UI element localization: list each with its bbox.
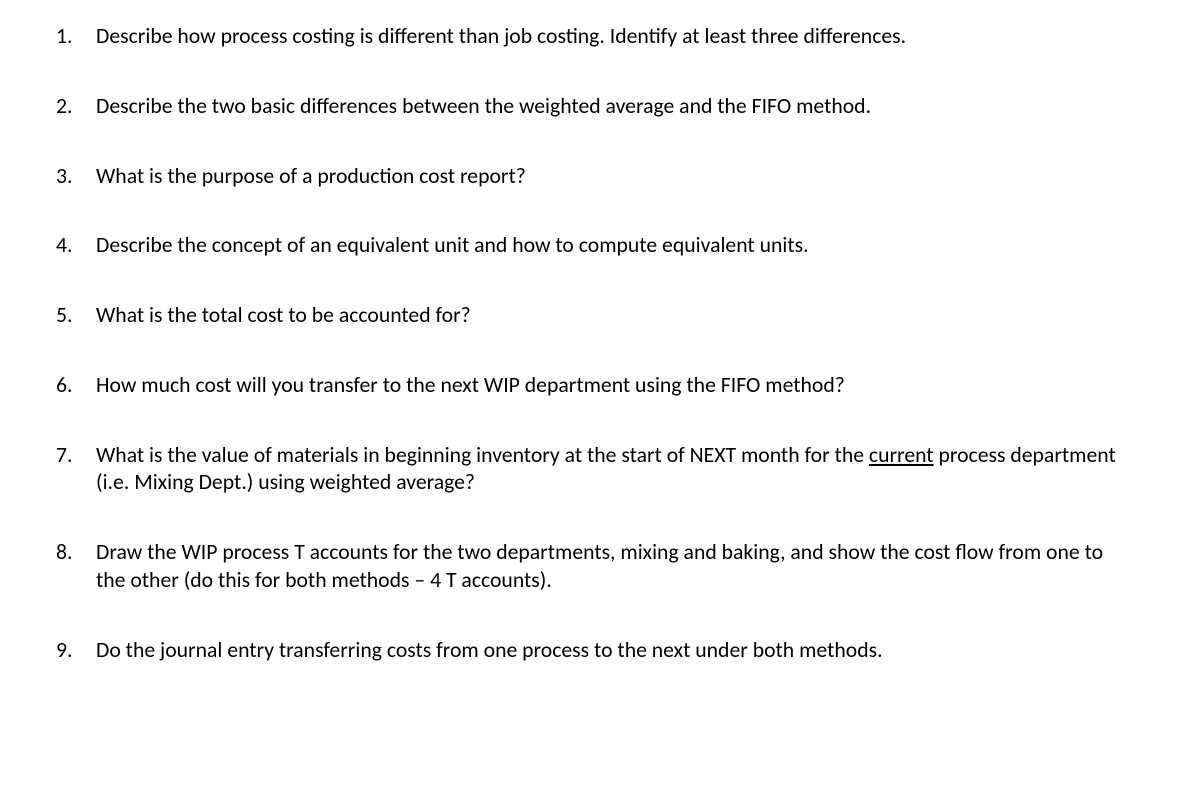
question-number: 7. [50, 441, 96, 469]
question-number: 6. [50, 371, 96, 399]
question-item: 7.What is the value of materials in begi… [50, 441, 1128, 497]
question-list: 1.Describe how process costing is differ… [50, 22, 1128, 663]
question-text: Describe how process costing is differen… [96, 22, 1128, 50]
question-item: 6.How much cost will you transfer to the… [50, 371, 1128, 399]
text-run: Describe the two basic differences betwe… [96, 92, 871, 119]
question-text: Do the journal entry transferring costs … [96, 636, 1128, 664]
question-item: 5.What is the total cost to be accounted… [50, 301, 1128, 329]
question-number: 4. [50, 231, 96, 259]
question-text: What is the total cost to be accounted f… [96, 301, 1128, 329]
question-text: What is the purpose of a production cost… [96, 162, 1128, 190]
question-number: 2. [50, 92, 96, 120]
question-item: 3.What is the purpose of a production co… [50, 162, 1128, 190]
question-number: 5. [50, 301, 96, 329]
document-page: 1.Describe how process costing is differ… [0, 0, 1178, 685]
text-run: What is the purpose of a production cost… [96, 162, 526, 189]
question-item: 9.Do the journal entry transferring cost… [50, 636, 1128, 664]
text-run: Describe how process costing is differen… [96, 22, 906, 49]
question-item: 8.Draw the WIP process T accounts for th… [50, 538, 1128, 594]
question-item: 4.Describe the concept of an equivalent … [50, 231, 1128, 259]
question-number: 9. [50, 636, 96, 664]
question-text: Describe the two basic differences betwe… [96, 92, 1128, 120]
text-run: Do the journal entry transferring costs … [96, 636, 883, 663]
text-run: Draw the WIP process T accounts for the … [96, 538, 1103, 593]
question-number: 8. [50, 538, 96, 566]
question-item: 1.Describe how process costing is differ… [50, 22, 1128, 50]
question-text: How much cost will you transfer to the n… [96, 371, 1128, 399]
underlined-text: current [869, 441, 934, 468]
text-run: What is the value of materials in beginn… [96, 441, 869, 468]
question-text: What is the value of materials in beginn… [96, 441, 1128, 497]
text-run: What is the total cost to be accounted f… [96, 301, 471, 328]
text-run: Describe the concept of an equivalent un… [96, 231, 809, 258]
text-run: How much cost will you transfer to the n… [96, 371, 845, 398]
question-item: 2.Describe the two basic differences bet… [50, 92, 1128, 120]
question-number: 1. [50, 22, 96, 50]
question-text: Describe the concept of an equivalent un… [96, 231, 1128, 259]
question-number: 3. [50, 162, 96, 190]
question-text: Draw the WIP process T accounts for the … [96, 538, 1128, 594]
